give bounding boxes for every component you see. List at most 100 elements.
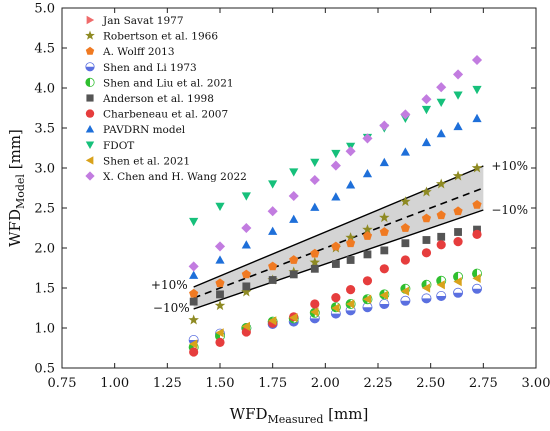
- data-point: [310, 158, 320, 167]
- data-point: [346, 256, 355, 264]
- x-axis-title: WFDMeasured [mm]: [230, 405, 369, 426]
- data-point: [421, 186, 432, 197]
- data-point: [437, 232, 446, 241]
- data-point: [379, 298, 390, 309]
- data-point: [436, 98, 446, 107]
- data-point: [241, 240, 251, 249]
- data-point: [267, 206, 278, 217]
- data-point: [309, 174, 320, 186]
- data-point: [421, 293, 432, 304]
- data-point: [362, 276, 373, 286]
- x-tick-label: 1.75: [258, 376, 287, 391]
- data-point: [310, 248, 320, 258]
- data-point: [380, 246, 389, 255]
- legend-marker: [85, 141, 95, 149]
- data-point: [241, 222, 252, 234]
- data-point: [472, 273, 481, 283]
- data-point: [288, 190, 299, 202]
- data-point: [189, 288, 199, 298]
- marker-half: [346, 310, 356, 315]
- legend-label: Charbeneau et al. 2007: [103, 109, 228, 121]
- data-point: [400, 147, 410, 156]
- y-tick-label: 2.0: [34, 242, 55, 257]
- data-point: [421, 105, 432, 115]
- legend-label: PAVDRN model: [103, 124, 186, 136]
- legend-label: Shen and Li 1973: [103, 62, 197, 74]
- data-point: [436, 210, 446, 220]
- data-point: [331, 293, 341, 303]
- data-point: [421, 94, 432, 105]
- data-point: [379, 157, 389, 167]
- legend-marker: [85, 125, 95, 133]
- x-tick-label: 1.50: [206, 376, 235, 391]
- series-10: [188, 54, 483, 272]
- x-tick-label: 2.00: [311, 376, 340, 391]
- data-point: [472, 283, 483, 294]
- data-point: [215, 202, 225, 211]
- data-point: [215, 255, 225, 264]
- legend-marker: [85, 30, 95, 40]
- legend-item: Anderson et al. 1998: [86, 93, 214, 105]
- y-tick-label: 1.5: [34, 282, 55, 297]
- data-point: [452, 170, 464, 181]
- legend-item: PAVDRN model: [85, 124, 186, 136]
- data-point: [189, 347, 199, 357]
- data-point: [401, 239, 410, 248]
- series-2: [189, 199, 482, 298]
- data-point: [436, 275, 447, 286]
- series-9: [189, 273, 481, 349]
- data-point: [379, 290, 388, 300]
- data-point: [471, 54, 483, 66]
- legend-item: X. Chen and H. Wang 2022: [85, 171, 247, 183]
- data-point: [241, 269, 251, 279]
- y-axis-title-sub: Model: [14, 174, 27, 209]
- series-5: [189, 225, 481, 306]
- y-axis-title-unit: [mm]: [6, 129, 24, 174]
- data-point: [189, 339, 198, 349]
- data-point: [472, 229, 482, 239]
- data-point: [331, 303, 340, 313]
- legend-label: Robertson et al. 1966: [103, 31, 218, 43]
- legend-marker: [85, 77, 95, 88]
- legend-item: Shen and Liu et al. 2021: [85, 77, 234, 89]
- data-point: [289, 255, 299, 264]
- legend-label: Shen and Liu et al. 2021: [103, 77, 234, 89]
- series-7: [189, 113, 482, 279]
- y-tick-label: 5.0: [34, 2, 55, 17]
- y-axis-title-main: WFD: [6, 209, 24, 247]
- data-point: [453, 91, 463, 100]
- data-point: [472, 85, 482, 95]
- data-point: [436, 280, 445, 290]
- x-tick-label: 3.00: [522, 376, 550, 391]
- legend-item: A. Wolff 2013: [85, 46, 175, 58]
- legend-label: X. Chen and H. Wang 2022: [103, 171, 247, 183]
- data-point: [346, 180, 356, 189]
- data-point: [241, 286, 252, 297]
- legend-marker: [85, 156, 94, 165]
- legend-item: Shen and Li 1973: [85, 62, 197, 74]
- band-annotations: +10% −10% +10% −10%: [151, 159, 528, 315]
- data-point: [268, 316, 277, 326]
- data-point: [346, 285, 356, 295]
- data-point: [435, 178, 447, 189]
- data-point: [346, 299, 355, 309]
- legend-label: Anderson et al. 1998: [102, 93, 214, 105]
- data-point: [215, 328, 224, 338]
- data-point: [400, 295, 411, 306]
- data-point: [379, 264, 389, 274]
- y-tick-label: 0.5: [34, 362, 55, 377]
- lower-band-line: [193, 209, 484, 310]
- data-point: [436, 82, 447, 93]
- data-point: [189, 297, 198, 306]
- y-tick-label: 3.0: [34, 162, 55, 177]
- data-point: [331, 241, 341, 251]
- y-tick-label: 2.5: [34, 202, 55, 217]
- data-point: [331, 192, 341, 201]
- legend-item: Robertson et al. 1966: [85, 30, 218, 43]
- data-point: [400, 109, 411, 120]
- marker-half: [472, 269, 478, 279]
- legend-item: Shen et al. 2021: [85, 155, 190, 167]
- data-point: [362, 294, 372, 304]
- data-point: [436, 240, 446, 250]
